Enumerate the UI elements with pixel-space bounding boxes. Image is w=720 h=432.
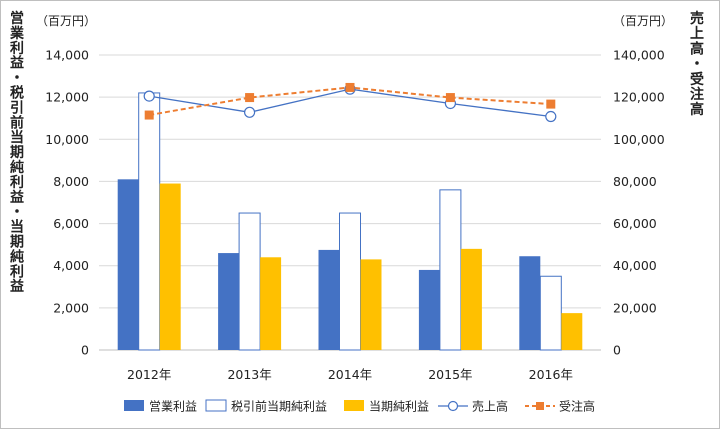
bar-0-4	[519, 256, 541, 350]
y-right-unit: （百万円）	[613, 14, 673, 28]
y-right-tick-label: 140,000	[613, 48, 665, 63]
y-left-tick-label: 0	[81, 343, 89, 358]
bar-1-4	[539, 275, 562, 351]
x-tick-label: 2013年	[227, 367, 271, 382]
x-tick-label: 2014年	[328, 367, 372, 382]
legend-label: 受注高	[559, 399, 595, 414]
point-4-3	[445, 93, 455, 103]
x-tick-label: 2012年	[127, 367, 171, 382]
point-3-4	[545, 110, 557, 123]
point-4-0	[144, 110, 154, 120]
y-right-tick-label: 100,000	[613, 132, 665, 147]
y-left-tick-label: 4,000	[53, 258, 89, 273]
bar-2-2	[360, 259, 382, 350]
y-left-title: 営業利益・税引前当期純利益・当期純利益	[9, 10, 25, 295]
y-left-tick-label: 8,000	[53, 174, 89, 189]
legend-swatch-0	[124, 400, 144, 411]
y-right-tick-label: 60,000	[613, 216, 657, 231]
y-right-tick-label: 40,000	[613, 258, 657, 273]
y-right-tick-label: 80,000	[613, 174, 657, 189]
legend-label: 売上高	[472, 399, 508, 414]
legend-swatch-4	[536, 402, 544, 410]
point-4-4	[546, 99, 556, 109]
point-4-2	[345, 82, 355, 92]
bar-2-0	[159, 183, 181, 350]
bar-1-1	[238, 212, 261, 351]
bar-1-2	[339, 212, 361, 351]
legend-label: 税引前当期純利益	[231, 399, 327, 414]
x-tick-label: 2016年	[529, 367, 573, 382]
point-4-1	[245, 93, 255, 103]
y-left-tick-label: 12,000	[45, 90, 89, 105]
legend-swatch-2	[344, 400, 364, 411]
bar-1-3	[439, 189, 462, 351]
bar-1-0	[138, 92, 161, 351]
legend-label: 営業利益	[149, 400, 197, 414]
y-right-tick-label: 20,000	[613, 300, 657, 315]
y-right-tick-label: 120,000	[613, 90, 665, 105]
legend-label: 当期純利益	[369, 400, 429, 414]
bar-2-4	[561, 313, 583, 350]
x-tick-label: 2015年	[428, 367, 472, 382]
bar-0-0	[117, 179, 139, 350]
legend-swatch-3	[447, 400, 459, 412]
y-right-tick-label: 0	[613, 343, 621, 358]
y-left-tick-label: 10,000	[45, 132, 89, 147]
point-3-0	[143, 90, 155, 102]
bar-2-1	[260, 257, 282, 350]
y-left-tick-label: 6,000	[53, 216, 89, 231]
legend-swatch-1	[205, 399, 227, 412]
y-left-tick-label: 2,000	[53, 300, 89, 315]
y-right-title: 売上高・受注高	[690, 10, 704, 118]
bar-0-2	[318, 249, 340, 350]
point-3-1	[244, 106, 256, 118]
bar-0-3	[418, 269, 440, 350]
y-left-tick-label: 14,000	[45, 48, 89, 63]
bar-2-3	[460, 248, 482, 350]
bar-0-1	[218, 253, 240, 350]
y-left-unit: （百万円）	[36, 14, 96, 28]
